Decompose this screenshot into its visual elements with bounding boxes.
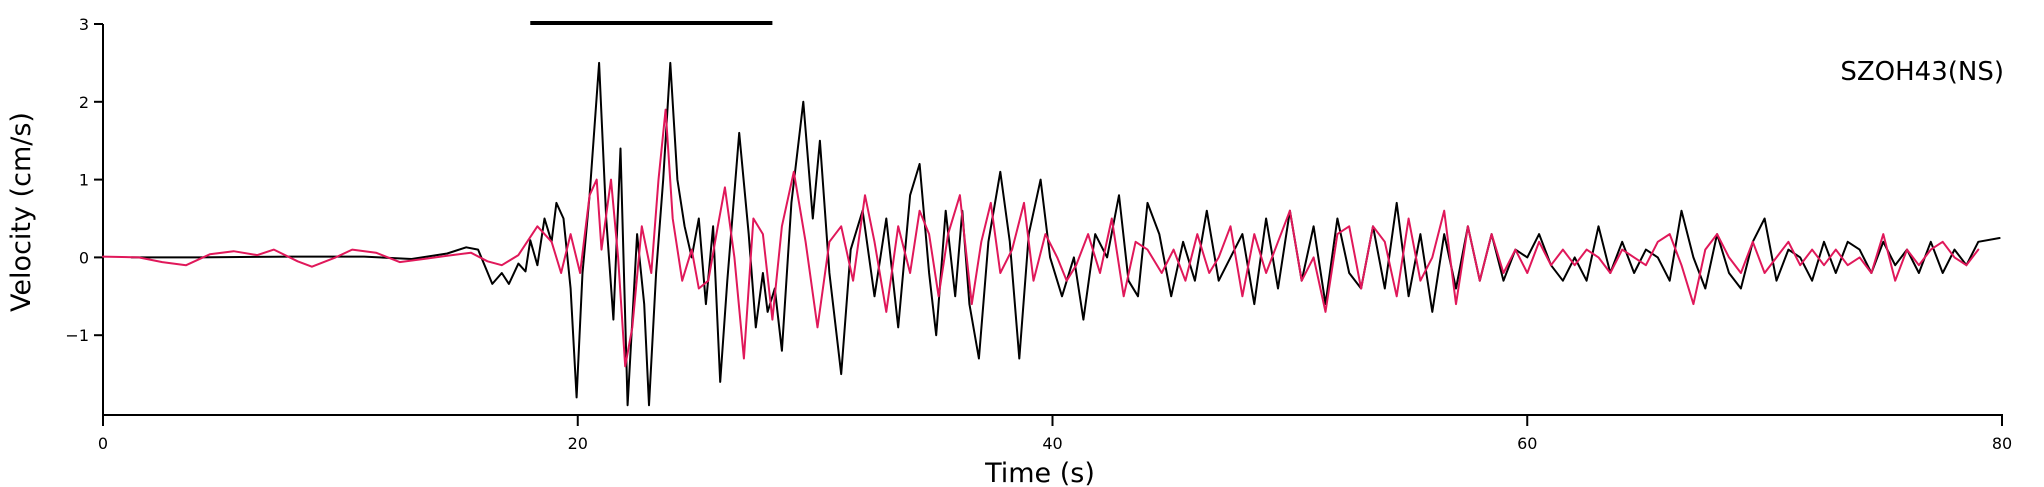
- x-tick-label: 80: [1992, 434, 2012, 453]
- y-tick-label: 0: [79, 248, 89, 267]
- x-tick-label: 0: [98, 434, 108, 453]
- station-label: SZOH43(NS): [1840, 57, 2004, 87]
- series-line-black: [130, 61, 2001, 407]
- y-axis-ticks: −1 0 1 2 3: [65, 15, 103, 345]
- y-tick-label: 3: [79, 15, 89, 34]
- y-axis-title: Velocity (cm/s): [6, 112, 37, 312]
- x-tick-label: 60: [1517, 434, 1537, 453]
- x-axis-title: Time (s): [984, 458, 1095, 487]
- plot-area: [102, 61, 2001, 407]
- x-tick-label: 40: [1042, 434, 1062, 453]
- series-line-pink: [102, 108, 1980, 368]
- y-tick-label: 1: [79, 171, 89, 190]
- x-tick-label: 20: [568, 434, 588, 453]
- y-tick-label: −1: [65, 326, 89, 345]
- y-tick-label: 2: [79, 93, 89, 112]
- x-axis-ticks: 0 20 40 60 80: [98, 415, 2012, 453]
